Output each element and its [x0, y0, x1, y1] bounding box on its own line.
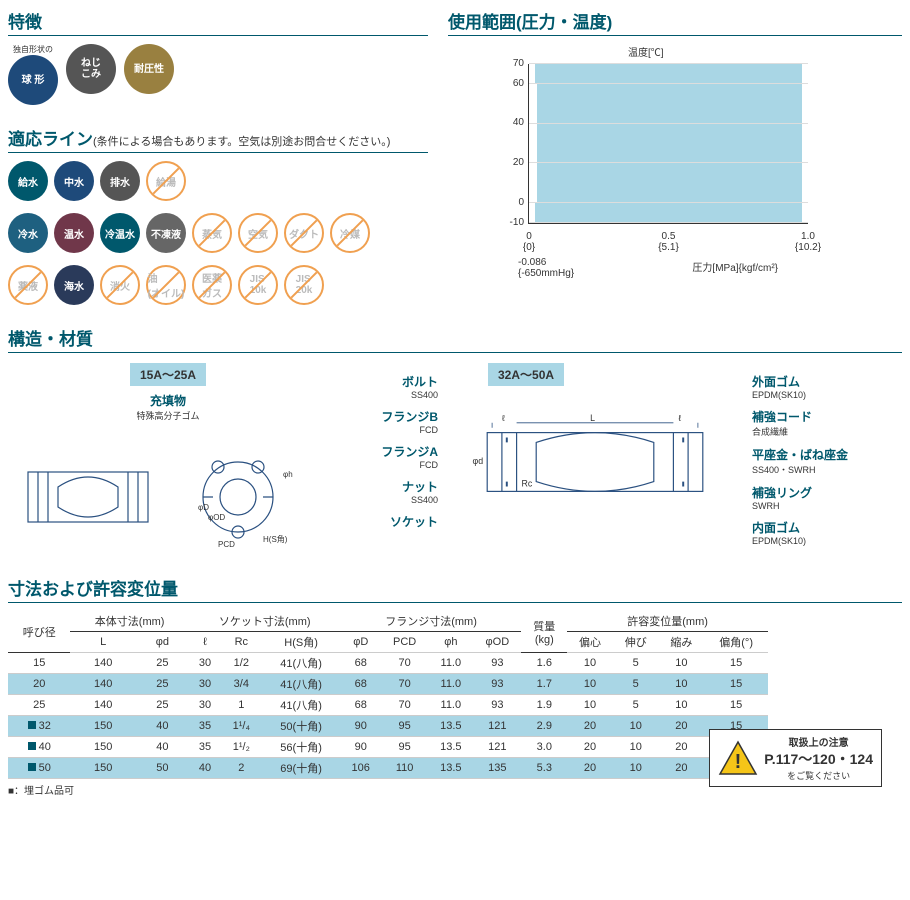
svg-text:!: ! — [735, 751, 742, 773]
line-item: 空気 — [238, 213, 278, 253]
features-heading: 特徴 — [8, 8, 428, 36]
line-item: 温水 — [54, 213, 94, 253]
svg-text:ℓ: ℓ — [502, 413, 505, 423]
line-item: JIS 10k — [238, 265, 278, 305]
size-badge-small: 15A～25A — [130, 363, 206, 386]
diagram-large: L ℓ ℓ φd Rc — [448, 392, 742, 532]
svg-text:PCD: PCD — [218, 540, 235, 549]
svg-text:φh: φh — [283, 470, 293, 479]
notice-box: ! 取扱上の注意 P.117～120・124 をご覧ください — [709, 729, 882, 787]
table-row: 1514025301/241(八角)687011.0931.61051015 — [8, 653, 768, 674]
pressure-temp-chart: 温度[℃] -100204060700{0}0.5{5.1}1.0{10.2} … — [488, 44, 838, 284]
part-label: フランジBFCD — [338, 408, 438, 435]
table-row: 3215040351¹/₄50(十角)909513.51212.92010201… — [8, 716, 768, 737]
line-item: 冷温水 — [100, 213, 140, 253]
line-item: 不凍液 — [146, 213, 186, 253]
part-label: ソケット — [338, 513, 438, 530]
structure-heading: 構造・材質 — [8, 325, 902, 353]
svg-text:φd: φd — [473, 456, 484, 466]
part-label: 平座金・ばね座金SS400・SWRH — [752, 446, 902, 476]
table-row: 501505040269(十角)10611013.51355.320102015 — [8, 758, 768, 779]
table-row: 251402530141(八角)687011.0931.91051015 — [8, 695, 768, 716]
lines-heading: 適応ライン(条件による場合もあります。空気は別途お問合せください。) — [8, 125, 428, 153]
svg-text:φOD: φOD — [208, 513, 225, 522]
line-item: 油 (オイル) — [146, 265, 186, 305]
line-item: ダクト — [284, 213, 324, 253]
line-item: JIS 20k — [284, 265, 324, 305]
svg-text:φD: φD — [198, 503, 209, 512]
dimensions-heading: 寸法および許容変位量 — [8, 575, 902, 603]
line-item: 医薬 ガス — [192, 265, 232, 305]
part-label: 外面ゴムEPDM(SK10) — [752, 373, 902, 400]
line-item: 排水 — [100, 161, 140, 201]
table-row: 2014025303/441(八角)687011.0931.71051015 — [8, 674, 768, 695]
svg-text:Rc: Rc — [522, 479, 533, 489]
dimensions-table: 呼び径本体寸法(mm)ソケット寸法(mm)フランジ寸法(mm)質量 (kg)許容… — [8, 611, 768, 779]
feature-badges: 独自形状の球 形ねじ こみ耐圧性 — [8, 44, 428, 105]
size-badge-large: 32A～50A — [488, 363, 564, 386]
svg-text:ℓ: ℓ — [678, 413, 681, 423]
usage-heading: 使用範囲(圧力・温度) — [448, 8, 902, 36]
feature-badge: 耐圧性 — [124, 44, 174, 94]
table-row: 4015040351¹/₂56(十角)909513.51213.02010201… — [8, 737, 768, 758]
line-item: 蒸気 — [192, 213, 232, 253]
line-item: 海水 — [54, 265, 94, 305]
line-items-grid: 給水中水排水給湯冷水温水冷温水不凍液蒸気空気ダクト冷媒薬液海水消火油 (オイル)… — [8, 161, 408, 305]
feature-badge: 球 形 — [8, 55, 58, 105]
line-item: 冷媒 — [330, 213, 370, 253]
line-item: 薬液 — [8, 265, 48, 305]
part-label: 内面ゴムEPDM(SK10) — [752, 519, 902, 546]
line-item: 冷水 — [8, 213, 48, 253]
line-item: 消火 — [100, 265, 140, 305]
structure-diagrams: 15A～25A 充填物 特殊高分子ゴム PCD φh H(S角) φD φOD … — [8, 363, 902, 565]
feature-badge: ねじ こみ — [66, 44, 116, 94]
part-label: ナットSS400 — [338, 478, 438, 505]
part-label: 補強コード合成繊維 — [752, 408, 902, 438]
line-item: 中水 — [54, 161, 94, 201]
part-label: ボルトSS400 — [338, 373, 438, 400]
part-label: フランジAFCD — [338, 443, 438, 470]
svg-text:L: L — [590, 413, 595, 423]
diagram-small: PCD φh H(S角) φD φOD — [8, 422, 328, 562]
line-item: 給水 — [8, 161, 48, 201]
svg-text:H(S角): H(S角) — [263, 534, 288, 544]
warning-icon: ! — [718, 740, 758, 776]
line-item: 給湯 — [146, 161, 186, 201]
part-label: 補強リングSWRH — [752, 484, 902, 511]
